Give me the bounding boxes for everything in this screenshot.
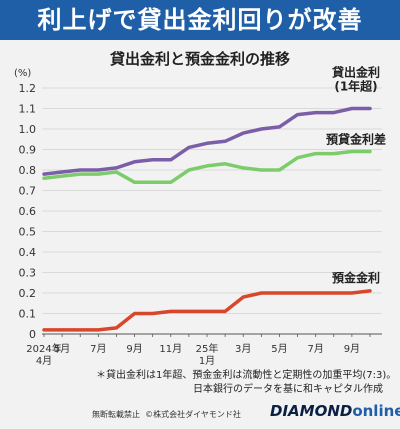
y-tick-label: 1.0 (19, 123, 37, 136)
x-tick-label: 3月 (235, 343, 251, 355)
y-tick-label: 0.4 (19, 246, 37, 259)
y-tick-label: 1.1 (19, 103, 37, 116)
y-tick-label: 0.9 (19, 144, 37, 157)
page-title: 利上げで貸出金利回りが改善 (37, 6, 363, 34)
x-tick-label: 25年 (196, 342, 219, 355)
y-tick-label: 0.2 (19, 287, 37, 300)
y-tick-label: 0.8 (19, 164, 37, 177)
series-label-3: 預金金利 (332, 270, 380, 285)
chart-panel (0, 40, 400, 429)
notice-text: 無断転載禁止 (92, 410, 140, 419)
chart-note-1: ＊貸出金利は1年超、預金金利は流動性と定期性の加重平均(7:3)。 (96, 370, 397, 381)
x-tick-label: 9月 (126, 343, 142, 355)
chart-note-2: 日本銀行のデータを基に和キャピタル作成 (193, 384, 383, 395)
series-sublabel-1: (1年超) (334, 79, 377, 94)
y-tick-label: 0.5 (19, 226, 37, 239)
x-tick-label: 4月 (36, 355, 52, 367)
series-label-1: 貸出金利 (332, 65, 380, 80)
y-tick-label: 0.3 (19, 267, 37, 280)
x-tick-label: 5月 (54, 343, 70, 355)
y-tick-label: 0.7 (19, 185, 37, 198)
brand-main: DIAMOND (270, 402, 353, 420)
x-tick-label: 9月 (344, 343, 360, 355)
x-tick-label: 7月 (307, 343, 323, 355)
y-tick-label: 0.1 (19, 308, 37, 321)
x-tick-label: 11月 (159, 343, 182, 355)
series-line-2 (42, 149, 372, 185)
y-tick-label: 0 (29, 328, 36, 341)
x-tick-label: 1月 (199, 355, 215, 367)
series-line-3 (42, 289, 372, 332)
copyright-text: ©株式会社ダイヤモンド社 (145, 410, 241, 419)
brand-logo: DIAMONDonline (270, 402, 400, 420)
x-tick-label: 2024年 (26, 342, 61, 355)
series-line-1 (42, 106, 372, 176)
x-tick-label: 5月 (271, 343, 287, 355)
brand-sub: online (352, 402, 400, 420)
series-label-2: 預貸金利差 (326, 132, 386, 147)
y-unit-label: (%) (14, 68, 31, 79)
y-tick-label: 0.6 (19, 205, 37, 218)
x-tick-label: 7月 (90, 343, 106, 355)
chart-title: 貸出金利と預金金利の推移 (110, 50, 290, 68)
footer-notice: 無断転載禁止 ©株式会社ダイヤモンド社 (92, 409, 241, 420)
title-banner: 利上げで貸出金利回りが改善 (0, 0, 400, 40)
y-tick-label: 1.2 (19, 82, 37, 95)
